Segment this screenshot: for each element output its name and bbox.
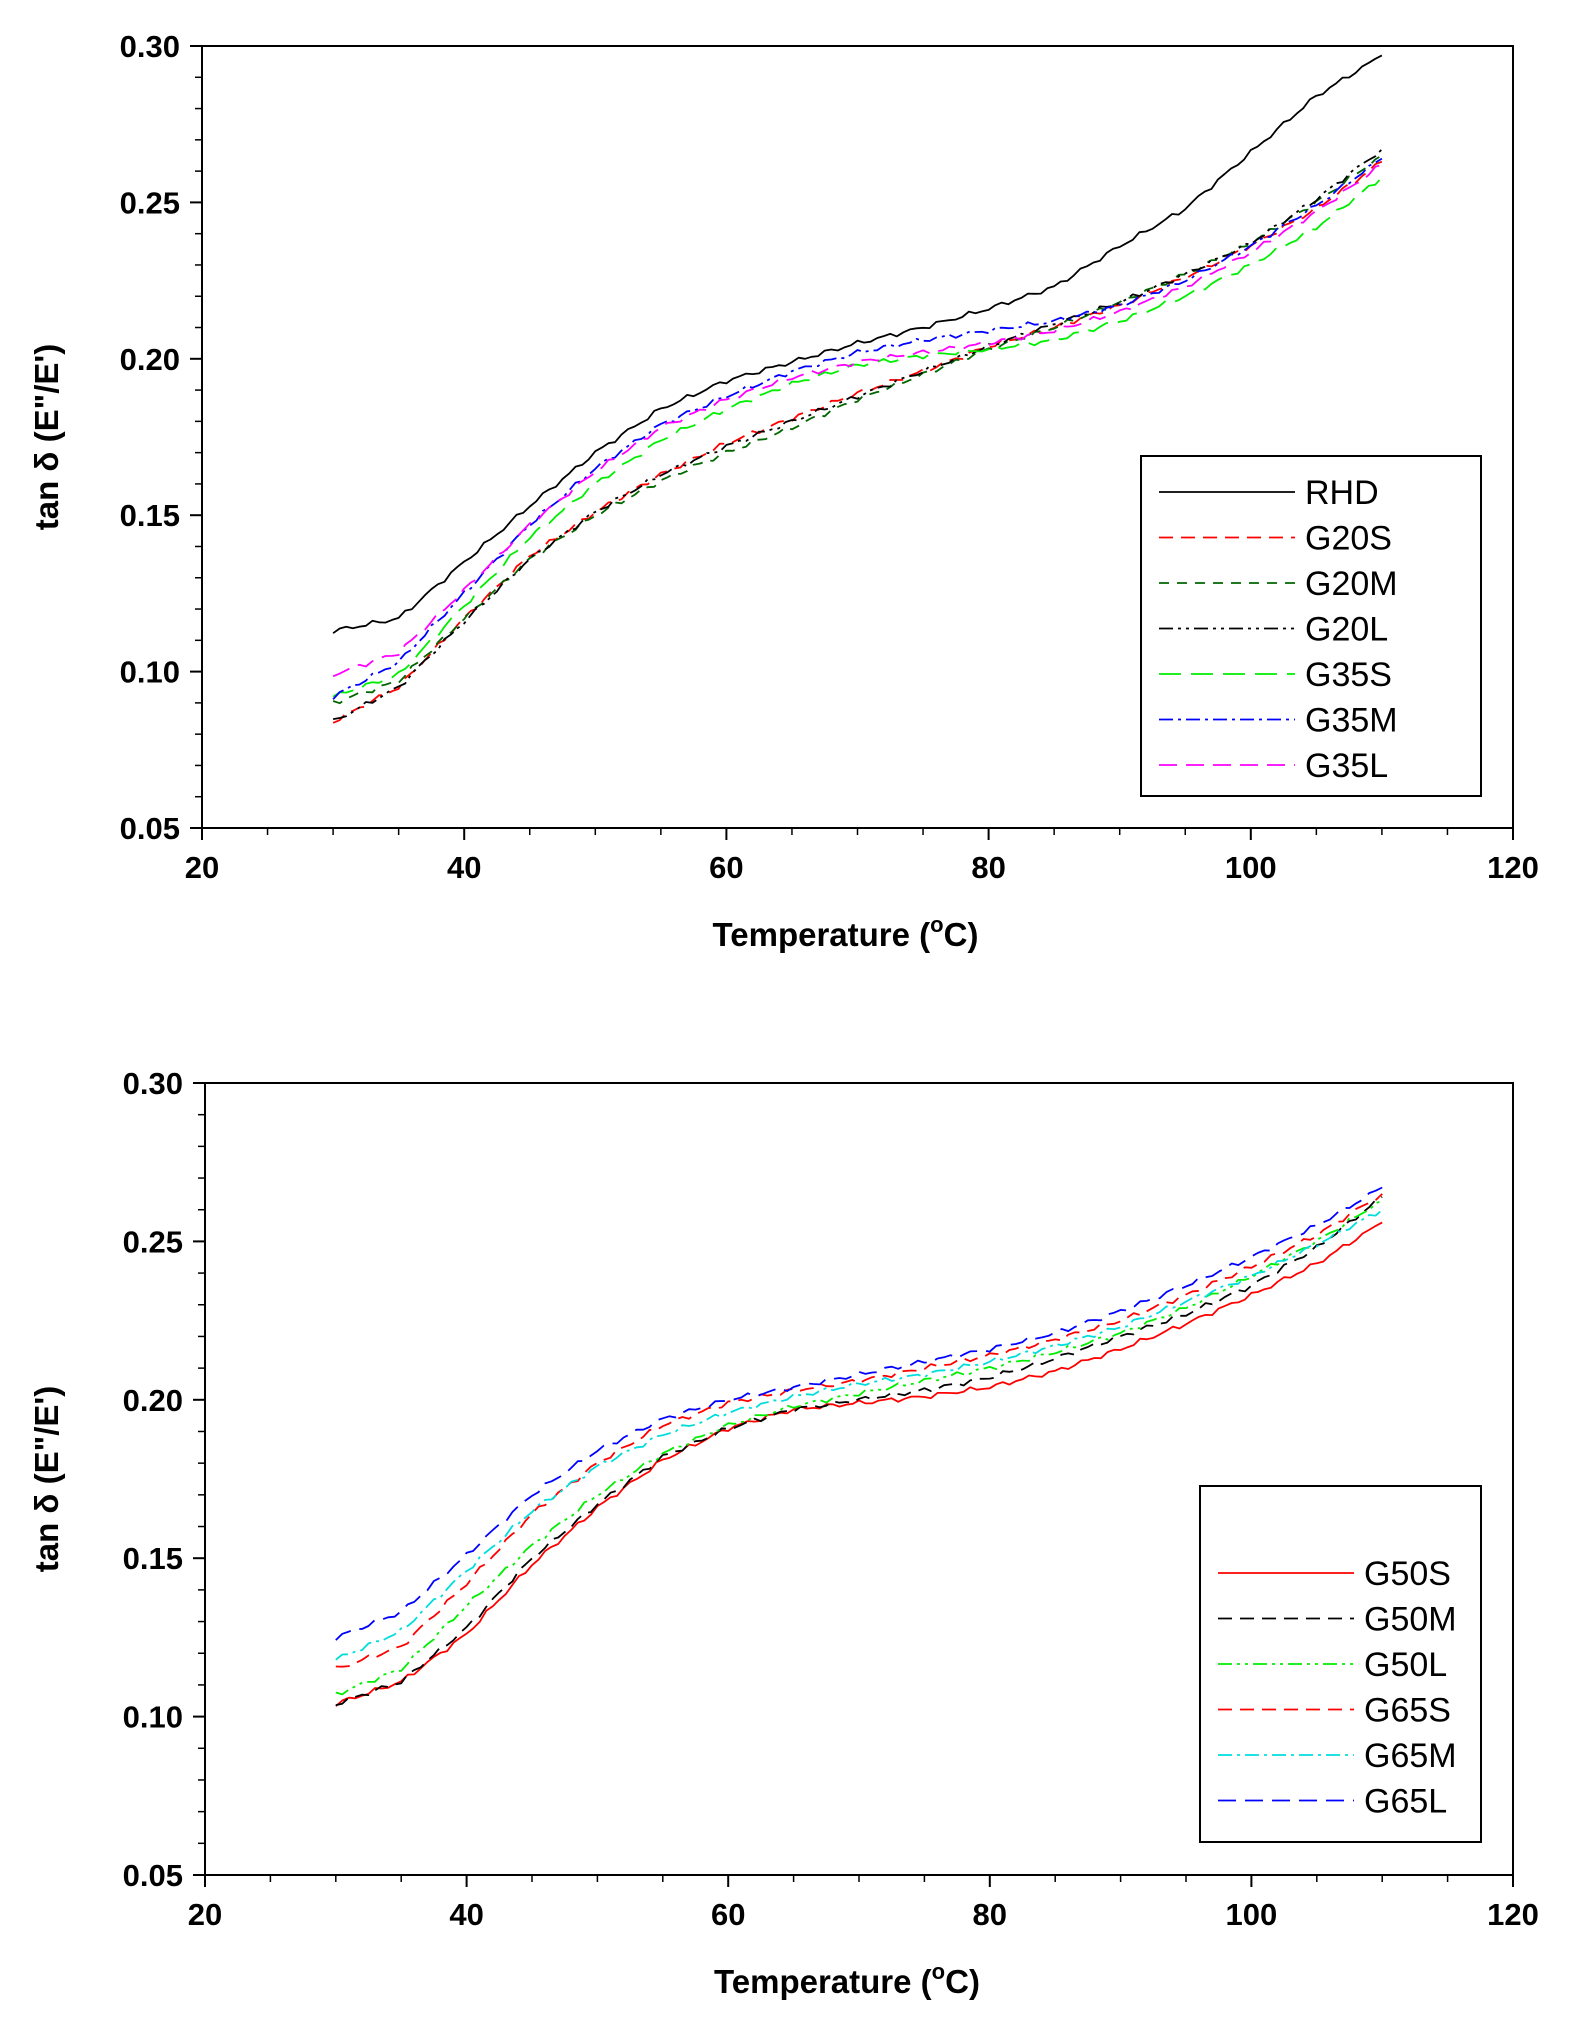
legend-label-g65m: G65M xyxy=(1364,1737,1457,1775)
series-line-g65m xyxy=(335,1209,1383,1661)
series-line-g35s xyxy=(332,176,1383,698)
x-tick-label: 60 xyxy=(711,1897,745,1932)
y-tick-label: 0.10 xyxy=(123,1700,183,1735)
y-tick-label: 0.20 xyxy=(120,342,180,377)
y-tick-label: 0.30 xyxy=(120,29,180,64)
series-line-g35m xyxy=(332,157,1383,700)
x-tick-label: 20 xyxy=(185,850,219,885)
chart-panel-2: 20 40 60 80 100 120 0.05 0.10 0.15 0.20 0.25 0.30 Te… xyxy=(28,1066,1539,2000)
x-axis-title-part: C) xyxy=(945,1963,980,2000)
legend-label-g65l: G65L xyxy=(1364,1783,1447,1821)
legend-label-g35l: G35L xyxy=(1305,747,1388,785)
x-tick-label: 120 xyxy=(1487,1897,1539,1932)
y-axis-title: tan δ (E"/E') xyxy=(28,1386,65,1573)
x-axis-title-part: C) xyxy=(944,916,979,953)
x-tick-label: 80 xyxy=(973,1897,1007,1932)
x-tick-label: 40 xyxy=(449,1897,483,1932)
legend: G50S G50M G50L G65S G65M G65L xyxy=(1199,1485,1482,1843)
series-line-rhd xyxy=(332,54,1383,634)
series-line-g65s xyxy=(335,1193,1383,1668)
legend-label-g20s: G20S xyxy=(1305,520,1392,558)
x-axis-title: Temperature (oC) xyxy=(714,1959,980,2000)
legend-label-g20m: G20M xyxy=(1305,565,1398,603)
x-tick-label: 20 xyxy=(188,1897,222,1932)
legend-label-g50l: G50L xyxy=(1364,1646,1447,1684)
legend-box xyxy=(1140,455,1482,797)
x-tick-label: 80 xyxy=(971,850,1005,885)
series-line-g50s xyxy=(335,1221,1383,1707)
series-line-g65l xyxy=(335,1186,1383,1641)
y-tick-label: 0.05 xyxy=(123,1858,183,1893)
chart-panel-1: 20 40 60 80 100 120 0.05 0.10 0.15 0.20 0.25 0.30 Te… xyxy=(28,29,1539,953)
y-tick-label: 0.15 xyxy=(123,1541,183,1576)
y-tick-label: 0.10 xyxy=(120,655,180,690)
y-tick-label: 0.25 xyxy=(123,1224,183,1259)
y-tick-label: 0.30 xyxy=(123,1066,183,1101)
x-axis-title-superscript: o xyxy=(932,1959,945,1984)
legend: RHD G20S G20M G20L G35S G35M G35L xyxy=(1140,455,1482,797)
legend-label-g35s: G35S xyxy=(1305,656,1392,694)
y-tick-label: 0.15 xyxy=(120,498,180,533)
series-line-g35l xyxy=(332,164,1383,678)
series-line-g20l xyxy=(332,148,1383,720)
legend-label-g65s: G65S xyxy=(1364,1692,1451,1730)
x-axis-title-part: Temperature ( xyxy=(713,916,931,953)
x-axis-title-superscript: o xyxy=(930,912,943,937)
x-tick-label: 60 xyxy=(709,850,743,885)
x-tick-label: 100 xyxy=(1226,1897,1278,1932)
y-tick-label: 0.05 xyxy=(120,811,180,846)
legend-label-g50s: G50S xyxy=(1364,1555,1451,1593)
x-tick-label: 100 xyxy=(1225,850,1277,885)
x-tick-label: 40 xyxy=(447,850,481,885)
x-tick-label: 120 xyxy=(1487,850,1539,885)
x-axis-title: Temperature (oC) xyxy=(713,912,979,953)
legend-label-g50m: G50M xyxy=(1364,1601,1457,1639)
x-axis-title-part: Temperature ( xyxy=(714,1963,932,2000)
y-axis-title: tan δ (E"/E') xyxy=(28,344,65,531)
legend-label-g35m: G35M xyxy=(1305,702,1398,740)
legend-label-rhd: RHD xyxy=(1305,474,1379,512)
legend-label-g20l: G20L xyxy=(1305,611,1388,649)
y-tick-label: 0.25 xyxy=(120,185,180,220)
series-line-g50m xyxy=(335,1196,1383,1706)
y-tick-label: 0.20 xyxy=(123,1383,183,1418)
